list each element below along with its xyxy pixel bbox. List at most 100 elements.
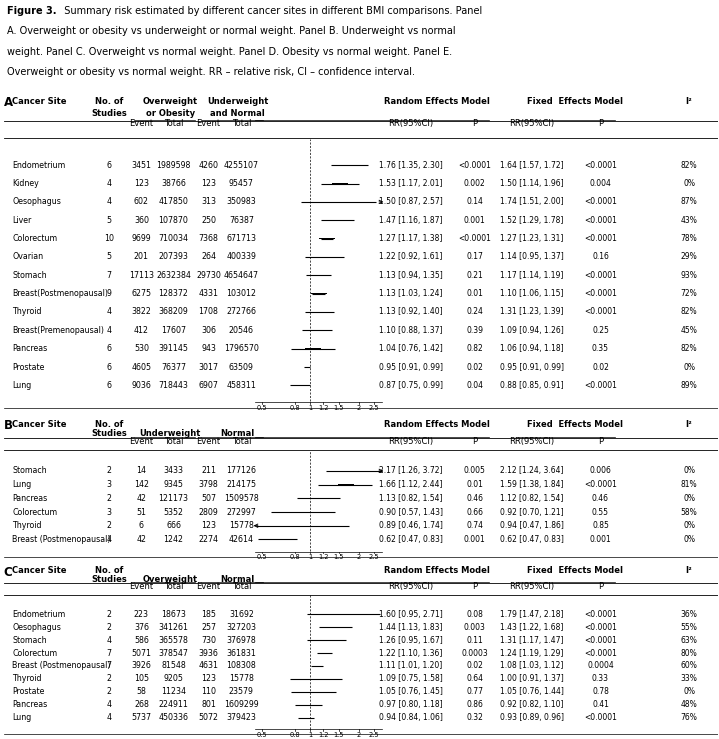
Text: 42614: 42614 (229, 535, 254, 544)
Text: Event: Event (129, 119, 153, 129)
Text: 400339: 400339 (226, 253, 256, 262)
Text: 1.10 [1.06, 1.15]: 1.10 [1.06, 1.15] (500, 289, 564, 298)
Text: 1.17 [1.14, 1.19]: 1.17 [1.14, 1.19] (500, 270, 564, 280)
Text: 177126: 177126 (226, 466, 257, 475)
Text: 14: 14 (137, 466, 147, 475)
Text: 671713: 671713 (226, 234, 257, 243)
Text: 0.77: 0.77 (467, 687, 483, 696)
Text: <0.0001: <0.0001 (584, 289, 617, 298)
Text: 1.09 [0.94, 1.26]: 1.09 [0.94, 1.26] (500, 326, 564, 335)
Text: 391145: 391145 (159, 344, 188, 353)
Text: 211: 211 (201, 466, 216, 475)
Text: 3: 3 (106, 508, 111, 517)
Text: 1.53 [1.17, 2.01]: 1.53 [1.17, 2.01] (379, 179, 442, 188)
Text: 360: 360 (134, 216, 149, 225)
Text: 0.39: 0.39 (467, 326, 483, 335)
Text: 87%: 87% (681, 197, 697, 206)
Text: 3: 3 (106, 480, 111, 489)
Text: P: P (472, 582, 477, 590)
Text: 0.17: 0.17 (467, 253, 483, 262)
Text: 3798: 3798 (198, 480, 219, 489)
Text: C: C (4, 565, 12, 579)
Text: RR(95%CI): RR(95%CI) (509, 437, 554, 446)
Text: 368209: 368209 (159, 307, 188, 316)
Text: 0.41: 0.41 (592, 701, 609, 709)
Text: 76377: 76377 (161, 363, 186, 372)
Text: 33%: 33% (681, 675, 697, 684)
Text: 1.13 [1.03, 1.24]: 1.13 [1.03, 1.24] (379, 289, 442, 298)
Text: 5071: 5071 (132, 649, 152, 658)
Text: 450336: 450336 (158, 713, 188, 722)
Text: 1.27 [1.17, 1.38]: 1.27 [1.17, 1.38] (379, 234, 442, 243)
Text: Event: Event (196, 582, 221, 590)
Text: 1242: 1242 (163, 535, 183, 544)
Text: Thyroid: Thyroid (12, 675, 42, 684)
Text: 365578: 365578 (159, 636, 188, 644)
Text: 4: 4 (106, 307, 111, 316)
Text: 0%: 0% (683, 466, 695, 475)
Text: Fixed  Effects Model: Fixed Effects Model (527, 566, 623, 575)
Text: Total: Total (232, 119, 251, 129)
Text: 1.59 [1.38, 1.84]: 1.59 [1.38, 1.84] (500, 480, 564, 489)
Text: 1.31 [1.17, 1.47]: 1.31 [1.17, 1.47] (500, 636, 564, 644)
Text: Event: Event (196, 119, 221, 129)
Text: 2: 2 (357, 554, 361, 560)
Text: Studies: Studies (91, 575, 127, 584)
Text: 3017: 3017 (198, 363, 219, 372)
Text: 10: 10 (104, 234, 114, 243)
Text: 2809: 2809 (198, 508, 219, 517)
Text: 417850: 417850 (159, 197, 188, 206)
Text: 76387: 76387 (229, 216, 254, 225)
Text: 5352: 5352 (163, 508, 183, 517)
Text: 2: 2 (106, 687, 111, 696)
Text: 0%: 0% (683, 363, 695, 372)
Text: Total: Total (164, 437, 183, 446)
Text: A. Overweight or obesity vs underweight or normal weight. Panel B. Underweight v: A. Overweight or obesity vs underweight … (7, 27, 456, 36)
Text: 142: 142 (134, 480, 149, 489)
Text: 1.31 [1.23, 1.39]: 1.31 [1.23, 1.39] (500, 307, 564, 316)
Text: 58%: 58% (681, 508, 697, 517)
Text: 1.2: 1.2 (318, 405, 329, 411)
Text: 268: 268 (134, 701, 149, 709)
Text: Total: Total (232, 582, 251, 590)
Text: Total: Total (164, 119, 183, 129)
Text: 17113: 17113 (129, 270, 154, 280)
Text: Stomach: Stomach (12, 270, 47, 280)
Text: 0.8: 0.8 (290, 732, 301, 738)
Text: Breast (Postmenopausal): Breast (Postmenopausal) (12, 535, 111, 544)
Text: 128372: 128372 (159, 289, 188, 298)
Text: 42: 42 (137, 494, 147, 503)
Text: 95457: 95457 (229, 179, 254, 188)
Text: RR(95%CI): RR(95%CI) (509, 119, 554, 129)
Text: 72%: 72% (681, 289, 697, 298)
Text: Kidney: Kidney (12, 179, 39, 188)
Text: 0.46: 0.46 (467, 494, 483, 503)
Text: 9345: 9345 (164, 480, 183, 489)
Text: 1.00 [0.91, 1.37]: 1.00 [0.91, 1.37] (500, 675, 564, 684)
Text: 78%: 78% (681, 234, 697, 243)
Text: 4: 4 (106, 701, 111, 709)
Text: Breast(Postmenopausal): Breast(Postmenopausal) (12, 289, 108, 298)
Text: 4: 4 (106, 179, 111, 188)
Text: P: P (472, 119, 477, 129)
Text: 257: 257 (201, 622, 216, 632)
Text: Studies: Studies (91, 109, 127, 118)
Text: 15778: 15778 (229, 675, 254, 684)
Text: <0.0001: <0.0001 (584, 480, 617, 489)
Text: 82%: 82% (681, 160, 697, 170)
Text: <0.0001: <0.0001 (459, 160, 491, 170)
Text: 801: 801 (201, 701, 216, 709)
Text: 0.32: 0.32 (467, 713, 483, 722)
Text: 0.002: 0.002 (464, 179, 486, 188)
Text: and Normal: and Normal (211, 109, 265, 118)
Text: 1.74 [1.51, 2.00]: 1.74 [1.51, 2.00] (500, 197, 564, 206)
Text: 272766: 272766 (226, 307, 257, 316)
Text: Total: Total (232, 437, 251, 446)
Text: 0.94 [0.47, 1.86]: 0.94 [0.47, 1.86] (500, 521, 564, 530)
Text: 0.005: 0.005 (464, 466, 486, 475)
Text: 4255107: 4255107 (224, 160, 259, 170)
Text: 943: 943 (201, 344, 216, 353)
Text: 5737: 5737 (132, 713, 152, 722)
Text: 0%: 0% (683, 179, 695, 188)
Text: or Obesity: or Obesity (146, 109, 195, 118)
